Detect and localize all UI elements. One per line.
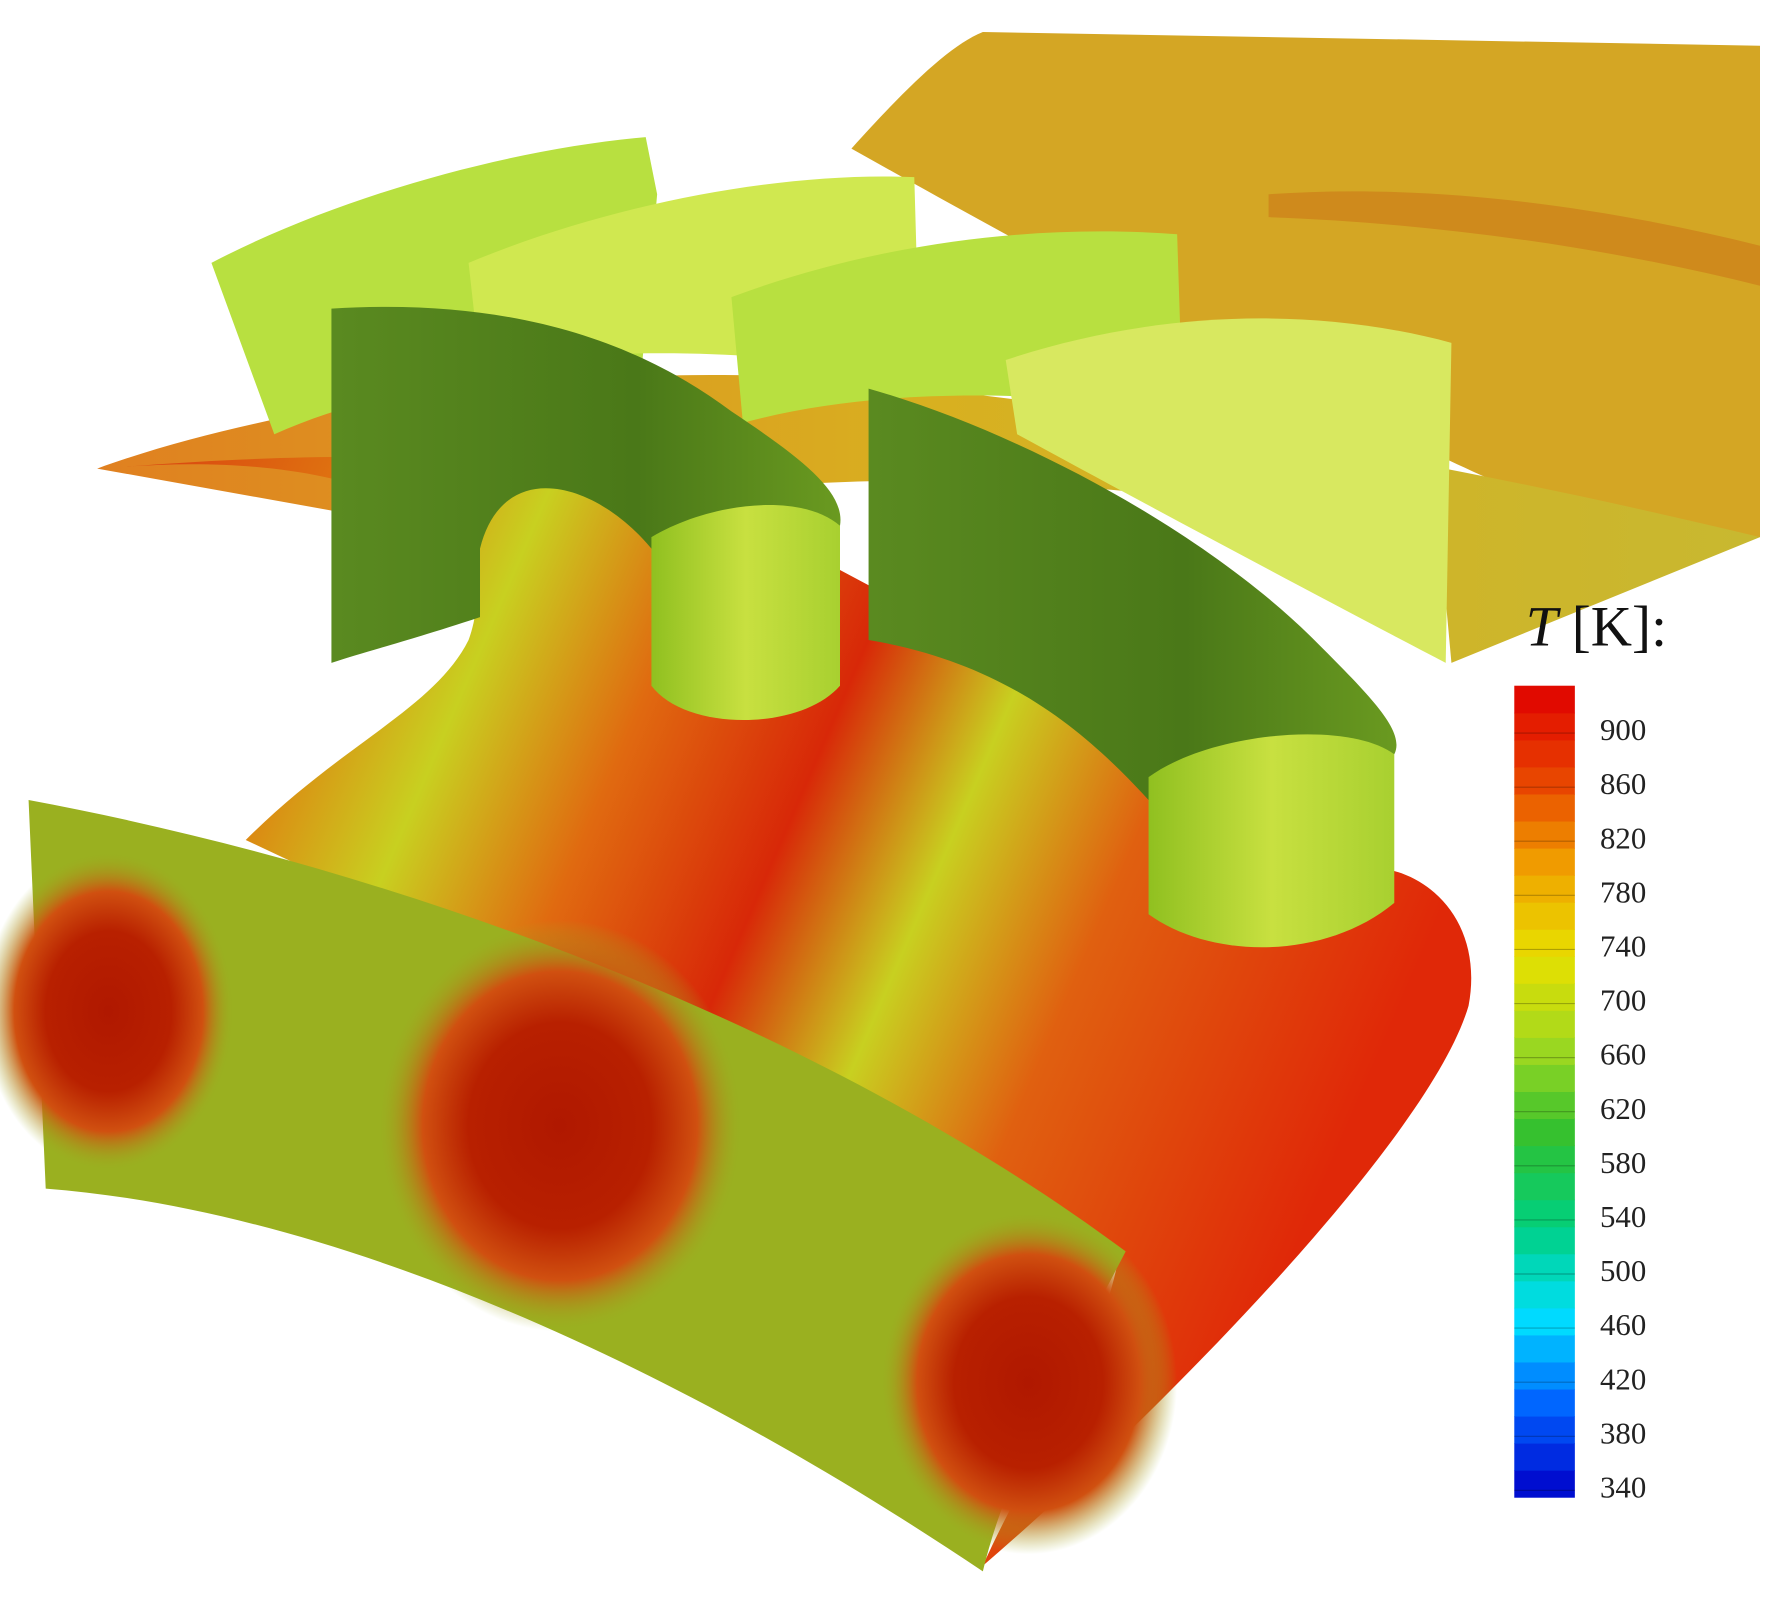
colorbar-band: [1514, 1226, 1575, 1255]
outer-surface: [851, 32, 1760, 538]
colorbar-tick-label: 380: [1600, 1416, 1646, 1450]
colorbar-band: [1514, 983, 1575, 1011]
blade-leading-edge: [1148, 734, 1395, 948]
colorbar-band: [1514, 1172, 1575, 1201]
colorbar-band: [1514, 848, 1575, 876]
colorbar-band: [1514, 956, 1575, 984]
colorbar-tick-label: 460: [1600, 1308, 1646, 1342]
colorbar-band: [1514, 1064, 1575, 1092]
colorbar-band: [1514, 875, 1575, 903]
colorbar-tick-label: 700: [1600, 984, 1646, 1018]
blade-leading-edge: [651, 505, 840, 720]
blade: [331, 306, 841, 663]
hot-spot: [0, 851, 235, 1172]
colorbar-tick-label: 780: [1600, 875, 1646, 909]
back-blade: [1005, 318, 1452, 663]
colorbar-band: [1514, 1118, 1575, 1147]
colorbar-tick-label: 900: [1600, 713, 1646, 747]
colorbar-tick-label: 740: [1600, 930, 1646, 964]
colorbar-tick-label: 820: [1600, 821, 1646, 855]
colorbar-band: [1514, 1307, 1575, 1336]
colorbar-band: [1514, 1334, 1575, 1363]
colorbar-band: [1514, 1280, 1575, 1309]
colorbar-band: [1514, 1470, 1575, 1498]
colorbar-band: [1514, 1416, 1575, 1444]
colorbar-band: [1514, 712, 1575, 741]
colorbar-band: [1514, 1091, 1575, 1120]
scene: [0, 32, 1761, 1572]
outer-band: [1268, 191, 1760, 286]
colorbar-band: [1514, 1361, 1575, 1390]
colorbar-band: [1514, 1199, 1575, 1228]
colorbar-tick-label: 420: [1600, 1362, 1646, 1396]
colorbar-band: [1514, 1388, 1575, 1417]
colorbar-band: [1514, 685, 1575, 714]
colorbar-band: [1514, 1037, 1575, 1065]
colorbar-title: T [K]:: [1526, 596, 1667, 659]
colorbar-variable: T: [1526, 596, 1562, 659]
blade: [868, 388, 1397, 800]
colorbar-band: [1514, 820, 1575, 849]
colorbar-band: [1514, 739, 1575, 768]
colorbar-band: [1514, 1443, 1575, 1471]
colorbar-band: [1514, 902, 1575, 930]
hot-spot: [377, 920, 743, 1332]
colorbar-tick-label: 500: [1600, 1254, 1646, 1288]
colorbar-unit: [K]:: [1572, 596, 1667, 659]
hot-spot: [880, 1211, 1178, 1555]
colorbar-tick-label: 860: [1600, 767, 1646, 801]
colorbar-band: [1514, 1253, 1575, 1282]
colorbar-band: [1514, 1145, 1575, 1174]
colorbar: T [K]: 900 860 820 780 740 700 660 620 580 540 500…: [1514, 596, 1667, 1504]
colorbar-tick-label: 660: [1600, 1038, 1646, 1072]
colorbar-band: [1514, 793, 1575, 822]
colorbar-band: [1514, 1010, 1575, 1038]
colorbar-tick-label: 340: [1600, 1470, 1646, 1504]
colorbar-tick-label: 580: [1600, 1146, 1646, 1180]
colorbar-tick-label: 540: [1600, 1200, 1646, 1234]
colorbar-tick-label: 620: [1600, 1092, 1646, 1126]
colorbar-band: [1514, 766, 1575, 795]
colorbar-band: [1514, 929, 1575, 957]
